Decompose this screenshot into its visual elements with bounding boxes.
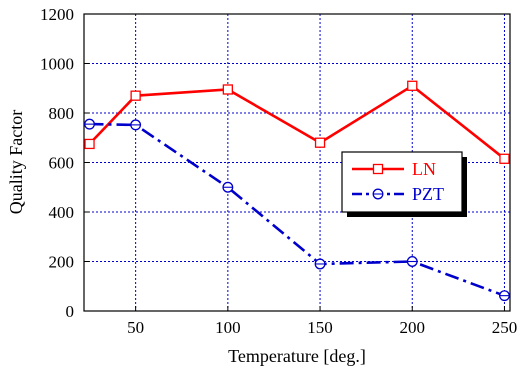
series-ln-line <box>88 84 506 160</box>
series-pzt <box>84 118 510 302</box>
y-tick-label: 800 <box>49 104 75 123</box>
legend-ln-marker <box>372 163 384 175</box>
y-tick-label: 200 <box>49 253 75 272</box>
series-ln-marker <box>222 84 233 95</box>
legend-label-ln: LN <box>412 159 436 179</box>
x-tick-label: 250 <box>492 318 518 337</box>
series-pzt-line <box>89 122 505 297</box>
y-axis-label: Quality Factor <box>6 110 26 214</box>
x-tick-label: 50 <box>127 318 144 337</box>
legend-label-pzt: PZT <box>412 184 444 204</box>
series-ln <box>84 80 510 164</box>
legend: LN PZT <box>341 151 467 217</box>
axis-ticks: 50 100 150 200 250 0 200 400 600 800 1000 1200 <box>40 5 517 337</box>
legend-item-pzt: PZT <box>352 184 444 204</box>
x-axis-label: Temperature [deg.] <box>228 346 366 366</box>
x-tick-label: 200 <box>400 318 426 337</box>
y-tick-label: 400 <box>49 203 75 222</box>
series-ln-marker <box>499 153 510 164</box>
y-tick-label: 0 <box>66 302 75 321</box>
legend-item-ln: LN <box>352 159 436 179</box>
x-tick-label: 150 <box>307 318 333 337</box>
data-series <box>84 80 510 302</box>
series-ln-marker <box>314 137 326 148</box>
y-tick-label: 1000 <box>40 55 74 74</box>
series-ln-marker <box>84 138 95 150</box>
y-tick-label: 1200 <box>40 5 74 24</box>
legend-box <box>341 151 463 213</box>
series-ln-marker <box>130 90 141 101</box>
series-ln-marker <box>407 80 418 91</box>
x-tick-label: 100 <box>215 318 241 337</box>
y-tick-label: 600 <box>49 154 75 173</box>
